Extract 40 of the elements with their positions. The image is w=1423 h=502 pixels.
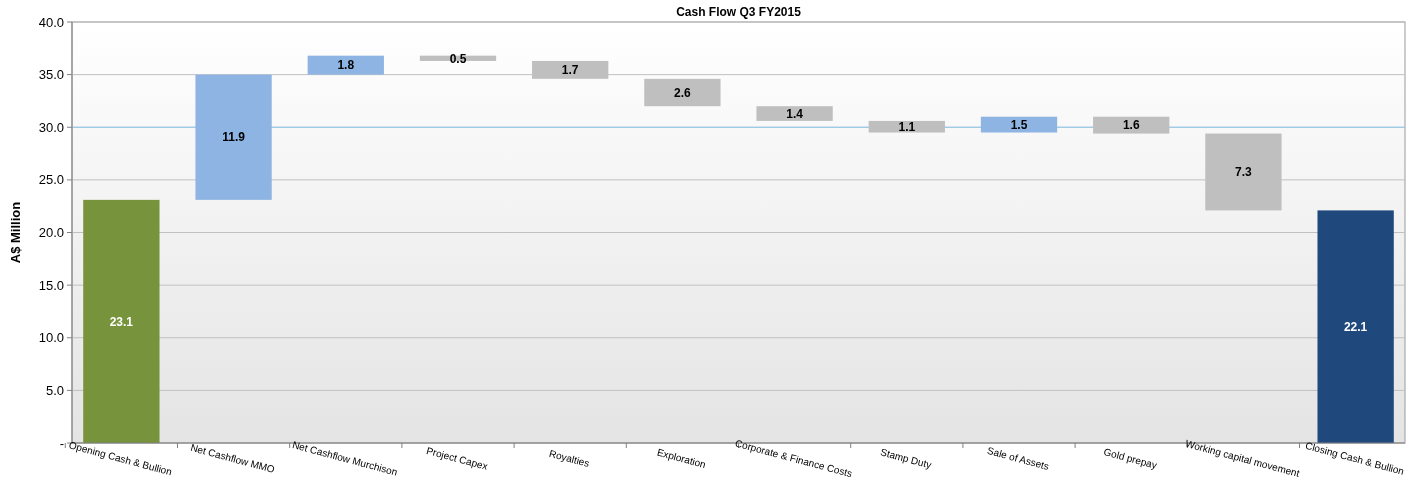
data-label: 1.7 [561, 63, 579, 78]
y-tick-label: 10.0 [38, 330, 64, 346]
x-tick-label: Net Cashflow MMO [189, 441, 277, 475]
y-tick-label: - [59, 435, 64, 451]
bar [1093, 116, 1170, 134]
x-tick-label: Sale of Assets [986, 444, 1051, 472]
data-label: 1.1 [898, 119, 916, 134]
chart-title: Cash Flow Q3 FY2015 [676, 5, 802, 19]
bar [644, 78, 721, 107]
data-label: 22.1 [1343, 319, 1368, 334]
x-tick-label: Royalties [547, 447, 591, 470]
data-label: 23.1 [109, 314, 134, 329]
x-tick-label: Closing Cash & Bullion [1304, 439, 1406, 477]
x-tick-label: Stamp Duty [879, 446, 933, 471]
y-tick-label: 40.0 [38, 14, 64, 30]
data-label: 1.8 [337, 58, 355, 73]
bar [307, 55, 384, 75]
data-label: 11.9 [222, 130, 246, 145]
bar [980, 116, 1058, 133]
y-tick-label: 30.0 [38, 119, 64, 135]
data-label: 7.3 [1235, 165, 1253, 180]
bar [756, 106, 833, 121]
data-label: 1.4 [786, 106, 804, 121]
y-tick-label: 20.0 [38, 225, 64, 241]
x-tick-label: Opening Cash & Bullion [67, 439, 174, 478]
y-tick-label: 35.0 [38, 67, 64, 83]
y-axis-title: A$ Million [8, 201, 23, 264]
x-tick-label: Gold prepay [1102, 446, 1159, 471]
bar [1317, 210, 1394, 443]
data-label: 1.5 [1010, 117, 1028, 132]
data-label: 0.5 [449, 51, 467, 66]
bar [195, 74, 272, 200]
bar [868, 120, 945, 133]
y-tick-label: 25.0 [38, 172, 64, 188]
y-tick-label: 15.0 [38, 277, 64, 293]
bar [83, 199, 160, 443]
data-label: 1.6 [1122, 118, 1140, 133]
data-label: 2.6 [674, 85, 692, 100]
x-tick-label: Project Capex [425, 444, 489, 472]
y-tick-label: 5.0 [45, 382, 64, 398]
